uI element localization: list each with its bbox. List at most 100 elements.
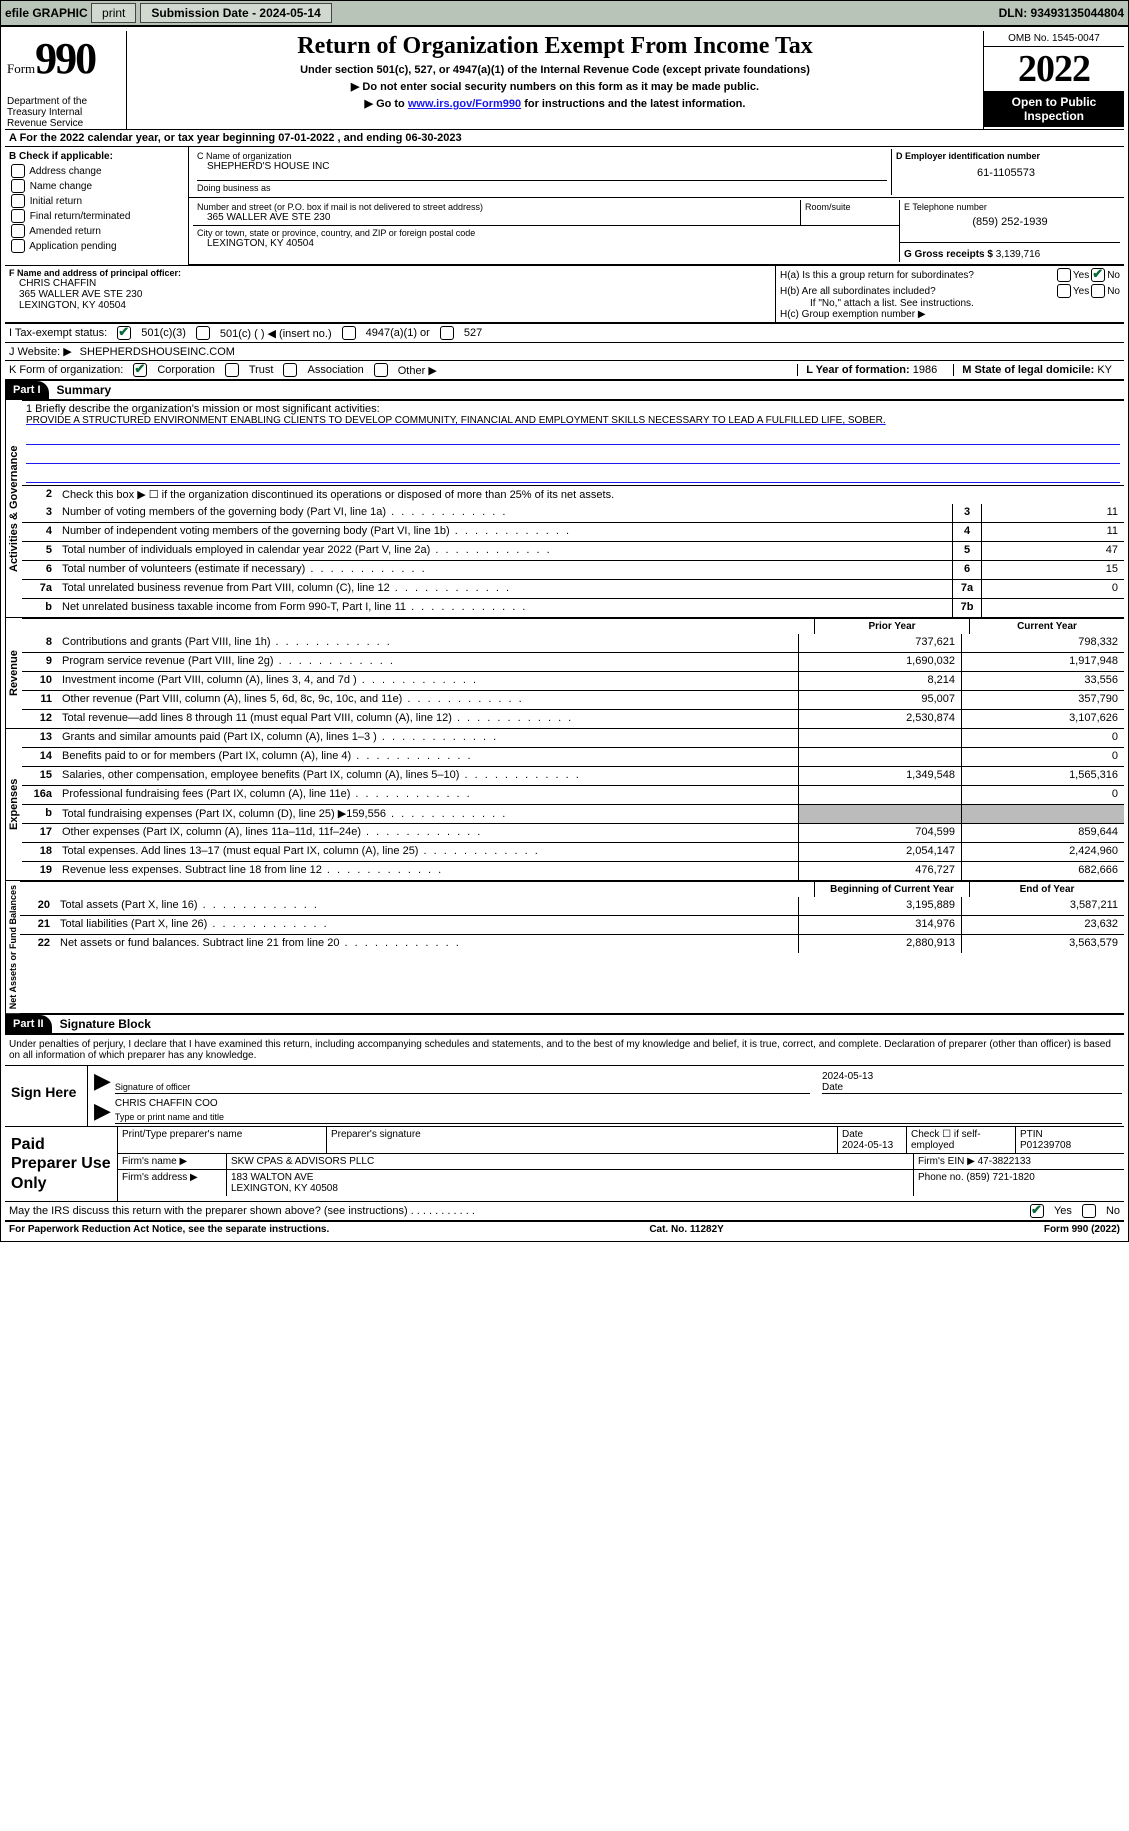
- note2-suffix: for instructions and the latest informat…: [521, 98, 745, 110]
- dln-label: DLN: 93493135044804: [999, 6, 1124, 20]
- summary-row: 15Salaries, other compensation, employee…: [22, 766, 1124, 785]
- q2-text: Check this box ▶ ☐ if the organization d…: [58, 486, 1124, 504]
- chk-trust[interactable]: [225, 363, 239, 377]
- summary-row: 20Total assets (Part X, line 16)3,195,88…: [20, 897, 1124, 915]
- firm-name: SKW CPAS & ADVISORS PLLC: [227, 1154, 914, 1169]
- part-i-title: Summary: [57, 383, 112, 397]
- ha-yes[interactable]: [1057, 268, 1071, 282]
- phone-label: E Telephone number: [904, 202, 1116, 212]
- summary-row: 4Number of independent voting members of…: [22, 522, 1124, 541]
- year-formation-label: L Year of formation:: [806, 364, 913, 376]
- discuss-text: May the IRS discuss this return with the…: [9, 1205, 1020, 1217]
- efile-label: efile GRAPHIC: [5, 6, 88, 20]
- chk-address-change[interactable]: Address change: [29, 166, 101, 177]
- form-number: 990: [35, 34, 95, 83]
- hc-label: H(c) Group exemption number ▶: [780, 309, 1120, 320]
- summary-row: 16aProfessional fundraising fees (Part I…: [22, 785, 1124, 804]
- dept-label: Department of the Treasury Internal Reve…: [7, 96, 122, 129]
- col-end-year: End of Year: [969, 882, 1124, 897]
- form-subtitle: Under section 501(c), 527, or 4947(a)(1)…: [133, 64, 977, 76]
- officer-addr2: LEXINGTON, KY 40504: [9, 300, 771, 311]
- line-j-label: J Website: ▶: [9, 345, 72, 358]
- discuss-yes[interactable]: [1030, 1204, 1044, 1218]
- col-b-header: B Check if applicable:: [9, 149, 184, 164]
- ha-label: H(a) Is this a group return for subordin…: [780, 270, 1055, 281]
- irs-link[interactable]: www.irs.gov/Form990: [408, 98, 521, 110]
- hb-no[interactable]: [1091, 284, 1105, 298]
- section-governance-label: Activities & Governance: [5, 400, 22, 617]
- chk-4947[interactable]: [342, 326, 356, 340]
- row-a-tax-year: A For the 2022 calendar year, or tax yea…: [5, 129, 1124, 146]
- chk-final-return[interactable]: Final return/terminated: [30, 211, 131, 222]
- officer-label: F Name and address of principal officer:: [9, 268, 771, 278]
- line-k-label: K Form of organization:: [9, 364, 123, 376]
- hb-yes[interactable]: [1057, 284, 1071, 298]
- discuss-no[interactable]: [1082, 1204, 1096, 1218]
- sig-date-label: Date: [822, 1082, 1122, 1093]
- part-i-badge: Part I: [5, 381, 49, 399]
- chk-other[interactable]: [374, 363, 388, 377]
- section-netassets-label: Net Assets or Fund Balances: [5, 881, 20, 1013]
- section-expenses-label: Expenses: [5, 729, 22, 880]
- chk-amended-return[interactable]: Amended return: [29, 226, 101, 237]
- open-inspection-badge: Open to Public Inspection: [984, 91, 1124, 127]
- section-revenue-label: Revenue: [5, 618, 22, 728]
- website-link[interactable]: SHEPHERDSHOUSEINC.COM: [80, 346, 235, 358]
- gross-receipts-label: G Gross receipts $: [904, 249, 993, 260]
- chk-assoc[interactable]: [283, 363, 297, 377]
- summary-row: 9Program service revenue (Part VIII, lin…: [22, 652, 1124, 671]
- summary-row: 3Number of voting members of the governi…: [22, 504, 1124, 522]
- city-label: City or town, state or province, country…: [197, 228, 895, 238]
- paid-preparer-label: Paid Preparer Use Only: [5, 1127, 118, 1201]
- addr-label: Number and street (or P.O. box if mail i…: [197, 202, 796, 212]
- chk-527[interactable]: [440, 326, 454, 340]
- addr-value: 365 WALLER AVE STE 230: [197, 212, 796, 223]
- prep-check-label: Check ☐ if self-employed: [907, 1127, 1016, 1153]
- chk-initial-return[interactable]: Initial return: [30, 196, 82, 207]
- chk-application-pending[interactable]: Application pending: [29, 241, 116, 252]
- room-label: Room/suite: [805, 202, 895, 212]
- year-formation: 1986: [913, 364, 937, 376]
- state-domicile: KY: [1097, 364, 1112, 376]
- firm-addr2: LEXINGTON, KY 40508: [231, 1183, 909, 1194]
- summary-row: 21Total liabilities (Part X, line 26)314…: [20, 915, 1124, 934]
- top-toolbar: efile GRAPHIC print Submission Date - 20…: [0, 0, 1129, 26]
- signature-declaration: Under penalties of perjury, I declare th…: [5, 1034, 1124, 1065]
- note2-prefix: ▶ Go to: [365, 98, 408, 110]
- col-b-checkboxes: B Check if applicable: Address change Na…: [5, 147, 189, 265]
- org-name: SHEPHERD'S HOUSE INC: [197, 161, 887, 172]
- prep-date-label: Date: [842, 1129, 863, 1140]
- chk-corp[interactable]: [133, 363, 147, 377]
- chk-501c3[interactable]: [117, 326, 131, 340]
- prep-sig-label: Preparer's signature: [327, 1127, 838, 1153]
- ein-value: 61-1105573: [896, 161, 1116, 179]
- summary-row: 8Contributions and grants (Part VIII, li…: [22, 634, 1124, 652]
- summary-row: 6Total number of volunteers (estimate if…: [22, 560, 1124, 579]
- ha-no[interactable]: [1091, 268, 1105, 282]
- ein-label: D Employer identification number: [896, 151, 1116, 161]
- firm-addr1: 183 WALTON AVE: [231, 1172, 909, 1183]
- summary-row: 11Other revenue (Part VIII, column (A), …: [22, 690, 1124, 709]
- summary-row: 19Revenue less expenses. Subtract line 1…: [22, 861, 1124, 880]
- print-button[interactable]: print: [91, 3, 136, 23]
- officer-addr1: 365 WALLER AVE STE 230: [9, 289, 771, 300]
- footer-mid: Cat. No. 11282Y: [649, 1224, 723, 1235]
- form-word: Form: [7, 61, 35, 76]
- org-name-label: C Name of organization: [197, 151, 887, 161]
- chk-501c[interactable]: [196, 326, 210, 340]
- sig-officer-label: Signature of officer: [115, 1082, 810, 1092]
- firm-name-label: Firm's name ▶: [118, 1154, 227, 1169]
- gross-receipts-value: 3,139,716: [996, 249, 1041, 260]
- sig-name-value: CHRIS CHAFFIN COO: [115, 1098, 1122, 1112]
- hb-note: If "No," attach a list. See instructions…: [780, 298, 1120, 309]
- chk-name-change[interactable]: Name change: [30, 181, 92, 192]
- state-domicile-label: M State of legal domicile:: [962, 364, 1097, 376]
- summary-row: 22Net assets or fund balances. Subtract …: [20, 934, 1124, 953]
- ptin-value: P01239708: [1020, 1140, 1071, 1151]
- dba-label: Doing business as: [197, 180, 887, 193]
- summary-row: 17Other expenses (Part IX, column (A), l…: [22, 823, 1124, 842]
- col-prior-year: Prior Year: [814, 619, 969, 634]
- sig-name-label: Type or print name and title: [115, 1112, 1122, 1122]
- form-page: Form990 Department of the Treasury Inter…: [0, 26, 1129, 1242]
- q1-text: PROVIDE A STRUCTURED ENVIRONMENT ENABLIN…: [26, 415, 1120, 426]
